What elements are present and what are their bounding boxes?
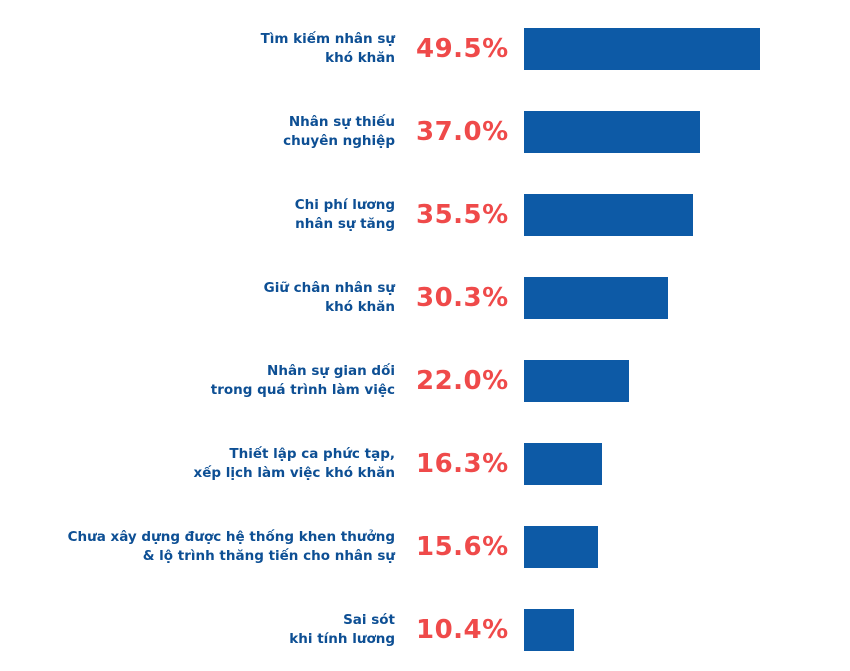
category-label: Thiết lập ca phức tạp, xếp lịch làm việc … [15, 445, 395, 483]
value-label: 10.4% [416, 614, 509, 645]
category-label-line: khi tính lương [289, 630, 395, 647]
category-label-line: khó khăn [325, 298, 395, 315]
value-label: 16.3% [416, 448, 509, 479]
bar-row: Tìm kiếm nhân sự khó khăn 49.5% [0, 7, 850, 90]
bar-row: Thiết lập ca phức tạp, xếp lịch làm việc … [0, 422, 850, 505]
value-label: 30.3% [416, 282, 509, 313]
category-label-line: & lộ trình thăng tiến cho nhân sự [142, 547, 395, 564]
category-label: Tìm kiếm nhân sự khó khăn [15, 30, 395, 68]
category-label: Nhân sự gian dối trong quá trình làm việc [15, 362, 395, 400]
category-label-line: Chưa xây dựng được hệ thống khen thưởng [67, 528, 395, 545]
bar [524, 608, 574, 651]
category-label: Giữ chân nhân sự khó khăn [15, 279, 395, 317]
bar [524, 442, 602, 485]
value-label: 22.0% [416, 365, 509, 396]
category-label-line: nhân sự tăng [295, 215, 395, 232]
value-label: 35.5% [416, 199, 509, 230]
category-label-line: chuyên nghiệp [283, 132, 395, 149]
bar [524, 359, 629, 402]
category-label: Chi phí lương nhân sự tăng [15, 196, 395, 234]
bar [524, 110, 701, 153]
category-label-line: Thiết lập ca phức tạp, [229, 445, 395, 462]
category-label-line: Chi phí lương [294, 196, 395, 213]
category-label-line: khó khăn [325, 49, 395, 66]
category-label: Sai sót khi tính lương [15, 611, 395, 649]
bar-row: Giữ chân nhân sự khó khăn 30.3% [0, 256, 850, 339]
bar [524, 27, 760, 70]
category-label-line: Tìm kiếm nhân sự [260, 30, 395, 47]
bar [524, 525, 599, 568]
category-label-line: Nhân sự thiếu [288, 113, 395, 130]
bar [524, 276, 669, 319]
category-label-line: Giữ chân nhân sự [263, 279, 395, 296]
bar-row: Nhân sự gian dối trong quá trình làm việc… [0, 339, 850, 422]
category-label-line: trong quá trình làm việc [210, 381, 395, 398]
bar-row: Sai sót khi tính lương 10.4% [0, 588, 850, 671]
value-label: 49.5% [416, 33, 509, 64]
category-label-line: Nhân sự gian dối [267, 362, 395, 379]
bar-row: Chi phí lương nhân sự tăng 35.5% [0, 173, 850, 256]
value-label: 37.0% [416, 116, 509, 147]
bar-row: Nhân sự thiếu chuyên nghiệp 37.0% [0, 90, 850, 173]
value-label: 15.6% [416, 531, 509, 562]
category-label: Nhân sự thiếu chuyên nghiệp [15, 113, 395, 151]
category-label-line: xếp lịch làm việc khó khăn [193, 464, 395, 481]
category-label: Chưa xây dựng được hệ thống khen thưởng &… [15, 528, 395, 566]
bar [524, 193, 694, 236]
bar-row: Chưa xây dựng được hệ thống khen thưởng &… [0, 505, 850, 588]
category-label-line: Sai sót [343, 611, 395, 628]
